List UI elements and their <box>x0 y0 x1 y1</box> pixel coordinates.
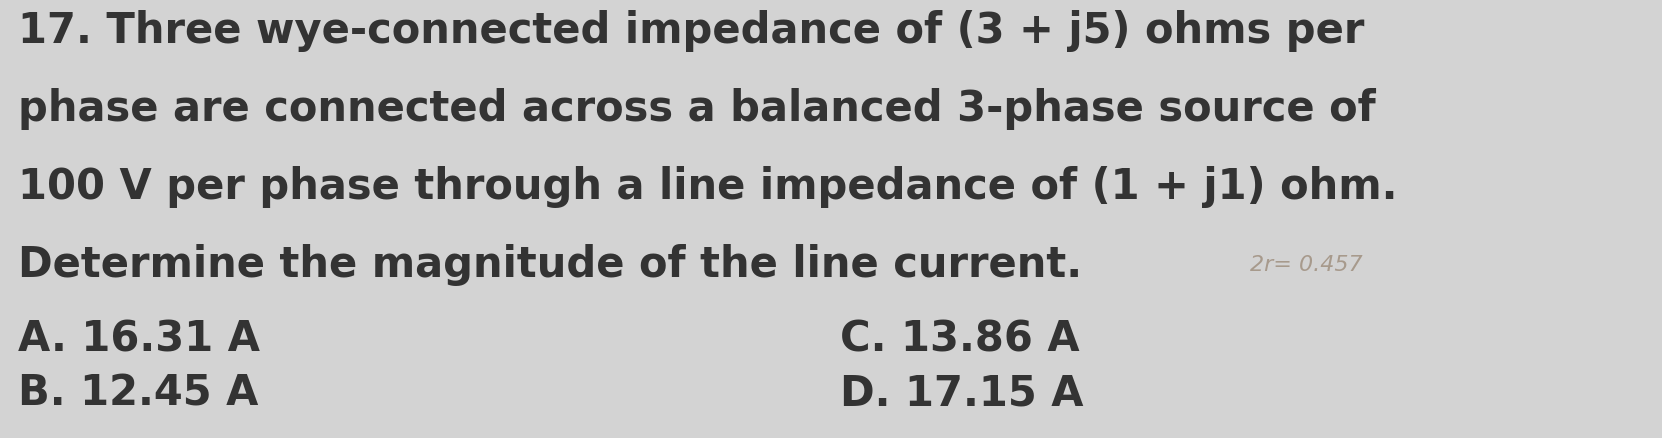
Text: B. 12.45 A: B. 12.45 A <box>18 372 258 414</box>
Text: C. 13.86 A: C. 13.86 A <box>839 318 1080 360</box>
Text: D. 17.15 A: D. 17.15 A <box>839 372 1084 414</box>
Text: 17. Three wye-connected impedance of (3 + j5) ohms per: 17. Three wye-connected impedance of (3 … <box>18 10 1365 52</box>
Text: Determine the magnitude of the line current.: Determine the magnitude of the line curr… <box>18 244 1082 286</box>
Text: 2r= 0.457: 2r= 0.457 <box>1250 255 1363 275</box>
Text: A. 16.31 A: A. 16.31 A <box>18 318 259 360</box>
Text: 100 V per phase through a line impedance of (1 + j1) ohm.: 100 V per phase through a line impedance… <box>18 166 1398 208</box>
Text: phase are connected across a balanced 3-phase source of: phase are connected across a balanced 3-… <box>18 88 1376 130</box>
